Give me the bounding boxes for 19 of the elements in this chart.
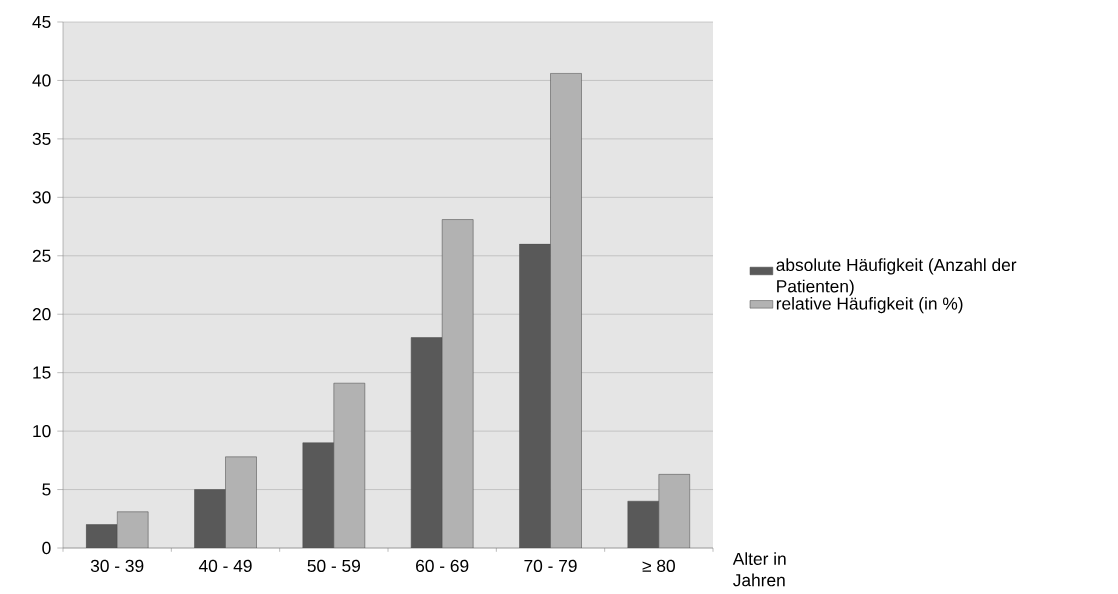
x-axis-title: Alter in Jahren bbox=[732, 552, 786, 587]
x-tick-label: 50 - 59 bbox=[307, 559, 360, 572]
y-tick-label: 5 bbox=[42, 483, 51, 496]
y-tick-label: 40 bbox=[32, 74, 51, 87]
y-tick-label: 35 bbox=[32, 132, 51, 146]
x-tick-label: 60 - 69 bbox=[416, 559, 469, 572]
y-tick-label: 20 bbox=[32, 308, 51, 321]
y-tick-label: 45 bbox=[32, 15, 51, 29]
y-tick-label: 25 bbox=[32, 249, 51, 262]
x-tick-label: 30 - 39 bbox=[90, 559, 144, 572]
y-tick-label: 0 bbox=[42, 541, 51, 555]
y-tick-label: 30 bbox=[32, 191, 51, 204]
legend-label: relative Häufigkeit (in %) bbox=[776, 296, 963, 314]
y-tick-label: 15 bbox=[33, 366, 51, 379]
legend-label: absolute Häufigkeit (Anzahl der Patienten) bbox=[776, 258, 1017, 296]
x-tick-label: 40 - 49 bbox=[198, 559, 252, 572]
x-tick-label: ≥ 80 bbox=[642, 559, 675, 572]
x-tick-label: 70 - 79 bbox=[524, 559, 577, 572]
y-tick-label: 10 bbox=[33, 424, 51, 438]
